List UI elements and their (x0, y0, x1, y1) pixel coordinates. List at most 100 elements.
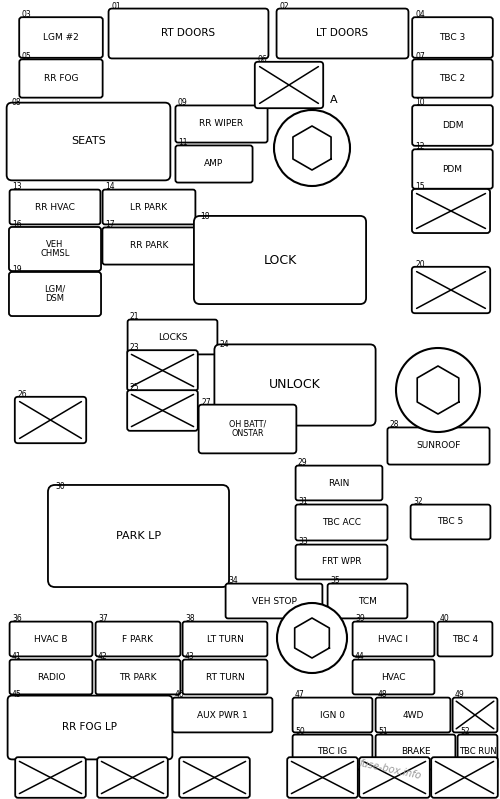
Text: TR PARK: TR PARK (120, 673, 157, 682)
Text: TCM: TCM (358, 597, 377, 606)
Text: RR HVAC: RR HVAC (35, 202, 75, 212)
FancyBboxPatch shape (9, 227, 101, 271)
FancyBboxPatch shape (255, 62, 323, 108)
Text: TBC 3: TBC 3 (440, 33, 466, 42)
Text: TBC IG: TBC IG (318, 748, 348, 757)
Text: 17: 17 (105, 220, 115, 229)
FancyBboxPatch shape (6, 102, 170, 181)
Text: LGM #2: LGM #2 (43, 33, 79, 42)
Text: LOCK: LOCK (264, 253, 296, 267)
FancyBboxPatch shape (102, 228, 196, 264)
FancyBboxPatch shape (412, 18, 493, 58)
Text: 10: 10 (415, 98, 424, 107)
FancyBboxPatch shape (127, 390, 198, 431)
FancyBboxPatch shape (15, 397, 86, 443)
Text: 44: 44 (355, 652, 365, 661)
Text: RT DOORS: RT DOORS (162, 29, 216, 38)
Text: 40: 40 (440, 614, 450, 623)
Text: VEH STOP: VEH STOP (252, 597, 296, 606)
FancyBboxPatch shape (128, 320, 218, 355)
Text: 24: 24 (220, 340, 230, 349)
Text: DDM: DDM (442, 121, 463, 130)
Text: 12: 12 (415, 142, 424, 151)
Text: RR FOG LP: RR FOG LP (62, 722, 118, 733)
FancyBboxPatch shape (176, 105, 268, 142)
Text: 35: 35 (330, 576, 340, 585)
Text: 47: 47 (295, 690, 305, 699)
Text: 31: 31 (298, 497, 308, 506)
Text: LT DOORS: LT DOORS (316, 29, 368, 38)
Text: 46: 46 (175, 690, 185, 699)
Text: 41: 41 (12, 652, 22, 661)
FancyBboxPatch shape (15, 757, 86, 797)
FancyBboxPatch shape (328, 583, 407, 618)
Text: 16: 16 (12, 220, 22, 229)
FancyBboxPatch shape (10, 660, 92, 694)
FancyBboxPatch shape (48, 485, 229, 587)
FancyBboxPatch shape (176, 145, 252, 182)
FancyBboxPatch shape (292, 698, 372, 733)
Text: RT TURN: RT TURN (206, 673, 244, 682)
Text: 51: 51 (378, 727, 388, 736)
Text: TBC RUN: TBC RUN (458, 748, 496, 757)
Text: 08: 08 (12, 98, 22, 107)
Text: 30: 30 (55, 482, 65, 491)
Text: LR PARK: LR PARK (130, 202, 168, 212)
Text: 02: 02 (280, 2, 289, 11)
Text: LGM/
DSM: LGM/ DSM (44, 284, 66, 304)
FancyBboxPatch shape (198, 404, 296, 453)
FancyBboxPatch shape (97, 757, 168, 797)
Text: F PARK: F PARK (122, 634, 154, 643)
FancyBboxPatch shape (296, 504, 388, 540)
Text: 38: 38 (185, 614, 194, 623)
Text: 21: 21 (130, 312, 140, 321)
Text: 52: 52 (460, 727, 469, 736)
FancyBboxPatch shape (108, 9, 268, 58)
FancyBboxPatch shape (412, 105, 493, 145)
Text: TBC 5: TBC 5 (438, 518, 464, 527)
Text: 13: 13 (12, 182, 22, 191)
Text: OH BATT/
ONSTAR: OH BATT/ ONSTAR (229, 419, 266, 439)
FancyBboxPatch shape (412, 267, 490, 313)
FancyBboxPatch shape (376, 734, 456, 769)
FancyBboxPatch shape (172, 698, 272, 733)
FancyBboxPatch shape (8, 696, 172, 759)
FancyBboxPatch shape (292, 734, 372, 769)
FancyBboxPatch shape (127, 350, 198, 391)
Circle shape (277, 603, 347, 673)
Text: 45: 45 (12, 690, 22, 699)
FancyBboxPatch shape (431, 757, 498, 797)
Circle shape (396, 348, 480, 432)
Text: 04: 04 (415, 10, 425, 19)
FancyBboxPatch shape (438, 622, 492, 657)
Text: 42: 42 (98, 652, 108, 661)
FancyBboxPatch shape (194, 216, 366, 304)
FancyBboxPatch shape (359, 757, 430, 797)
Text: PDM: PDM (442, 165, 462, 173)
Text: HVAC: HVAC (382, 673, 406, 682)
Text: IGN 0: IGN 0 (320, 710, 345, 720)
Text: 50: 50 (295, 727, 305, 736)
FancyBboxPatch shape (452, 698, 498, 733)
Text: 4WD: 4WD (402, 710, 423, 720)
Text: 15: 15 (415, 182, 424, 191)
FancyBboxPatch shape (10, 189, 101, 225)
Text: SEATS: SEATS (71, 137, 106, 146)
Text: 32: 32 (413, 497, 422, 506)
Text: 48: 48 (378, 690, 388, 699)
Text: 07: 07 (415, 52, 425, 61)
Text: AUX PWR 1: AUX PWR 1 (197, 710, 248, 720)
Text: 19: 19 (12, 265, 22, 274)
FancyBboxPatch shape (287, 757, 358, 797)
FancyBboxPatch shape (352, 622, 434, 657)
Text: RAIN: RAIN (328, 479, 349, 487)
Text: 11: 11 (178, 138, 188, 147)
Text: 20: 20 (415, 260, 424, 269)
Text: SUNROOF: SUNROOF (416, 442, 461, 451)
FancyBboxPatch shape (214, 344, 376, 426)
FancyBboxPatch shape (412, 189, 490, 233)
Text: 34: 34 (228, 576, 238, 585)
FancyBboxPatch shape (458, 734, 498, 769)
FancyBboxPatch shape (96, 622, 180, 657)
Text: PARK LP: PARK LP (116, 531, 161, 541)
